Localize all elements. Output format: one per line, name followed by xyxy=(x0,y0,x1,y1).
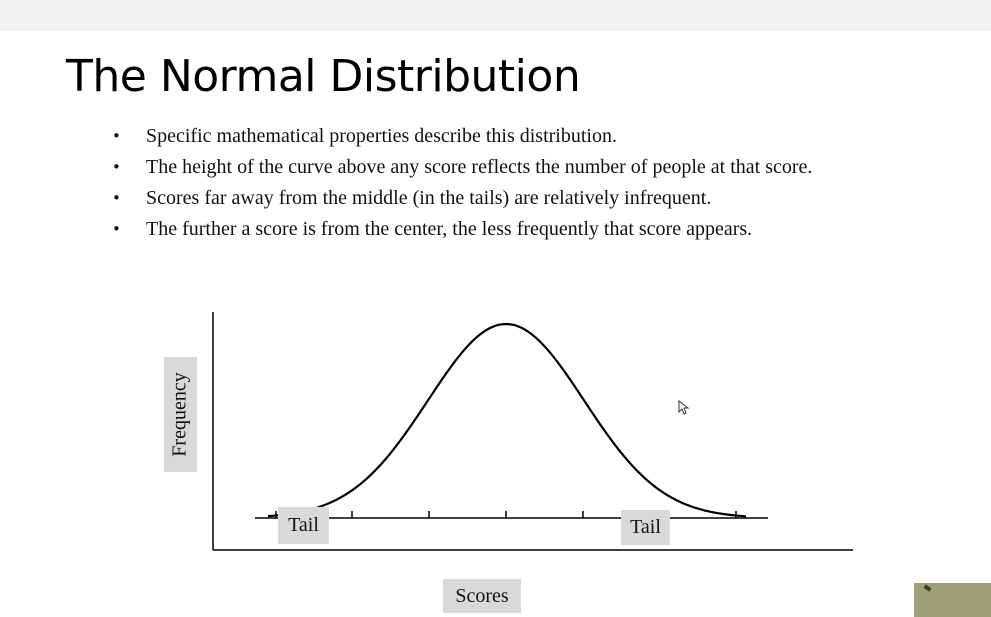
bullet-icon: • xyxy=(112,189,121,207)
bullet-text: Specific mathematical properties describ… xyxy=(146,125,617,147)
bullet-text: The height of the curve above any score … xyxy=(146,156,813,178)
y-axis-label-text: Frequency xyxy=(169,372,192,457)
bullet-list: • Specific mathematical properties descri… xyxy=(110,123,870,247)
bullet-icon: • xyxy=(112,127,121,145)
x-axis-label: Scores xyxy=(443,579,521,613)
bullet-icon: • xyxy=(112,158,121,176)
bullet-item: • The further a score is from the center,… xyxy=(110,216,870,243)
tail-label-right: Tail xyxy=(621,510,670,545)
bullet-icon: • xyxy=(112,220,121,238)
y-axis-label: Frequency xyxy=(164,357,197,472)
bullet-item: • Scores far away from the middle (in the… xyxy=(110,185,870,212)
video-thumbnail[interactable] xyxy=(914,583,991,617)
bullet-text: The further a score is from the center, … xyxy=(146,218,753,240)
bullet-item: • The height of the curve above any score… xyxy=(110,154,870,181)
slide-title: The Normal Distribution xyxy=(66,51,581,102)
mouse-pointer-icon xyxy=(678,400,690,415)
bullet-text: Scores far away from the middle (in the … xyxy=(146,187,712,209)
tail-label-left: Tail xyxy=(278,507,329,544)
thumbnail-mark xyxy=(923,584,932,592)
bell-curve xyxy=(267,322,747,518)
top-bar xyxy=(0,0,991,31)
bullet-item: • Specific mathematical properties descri… xyxy=(110,123,870,150)
